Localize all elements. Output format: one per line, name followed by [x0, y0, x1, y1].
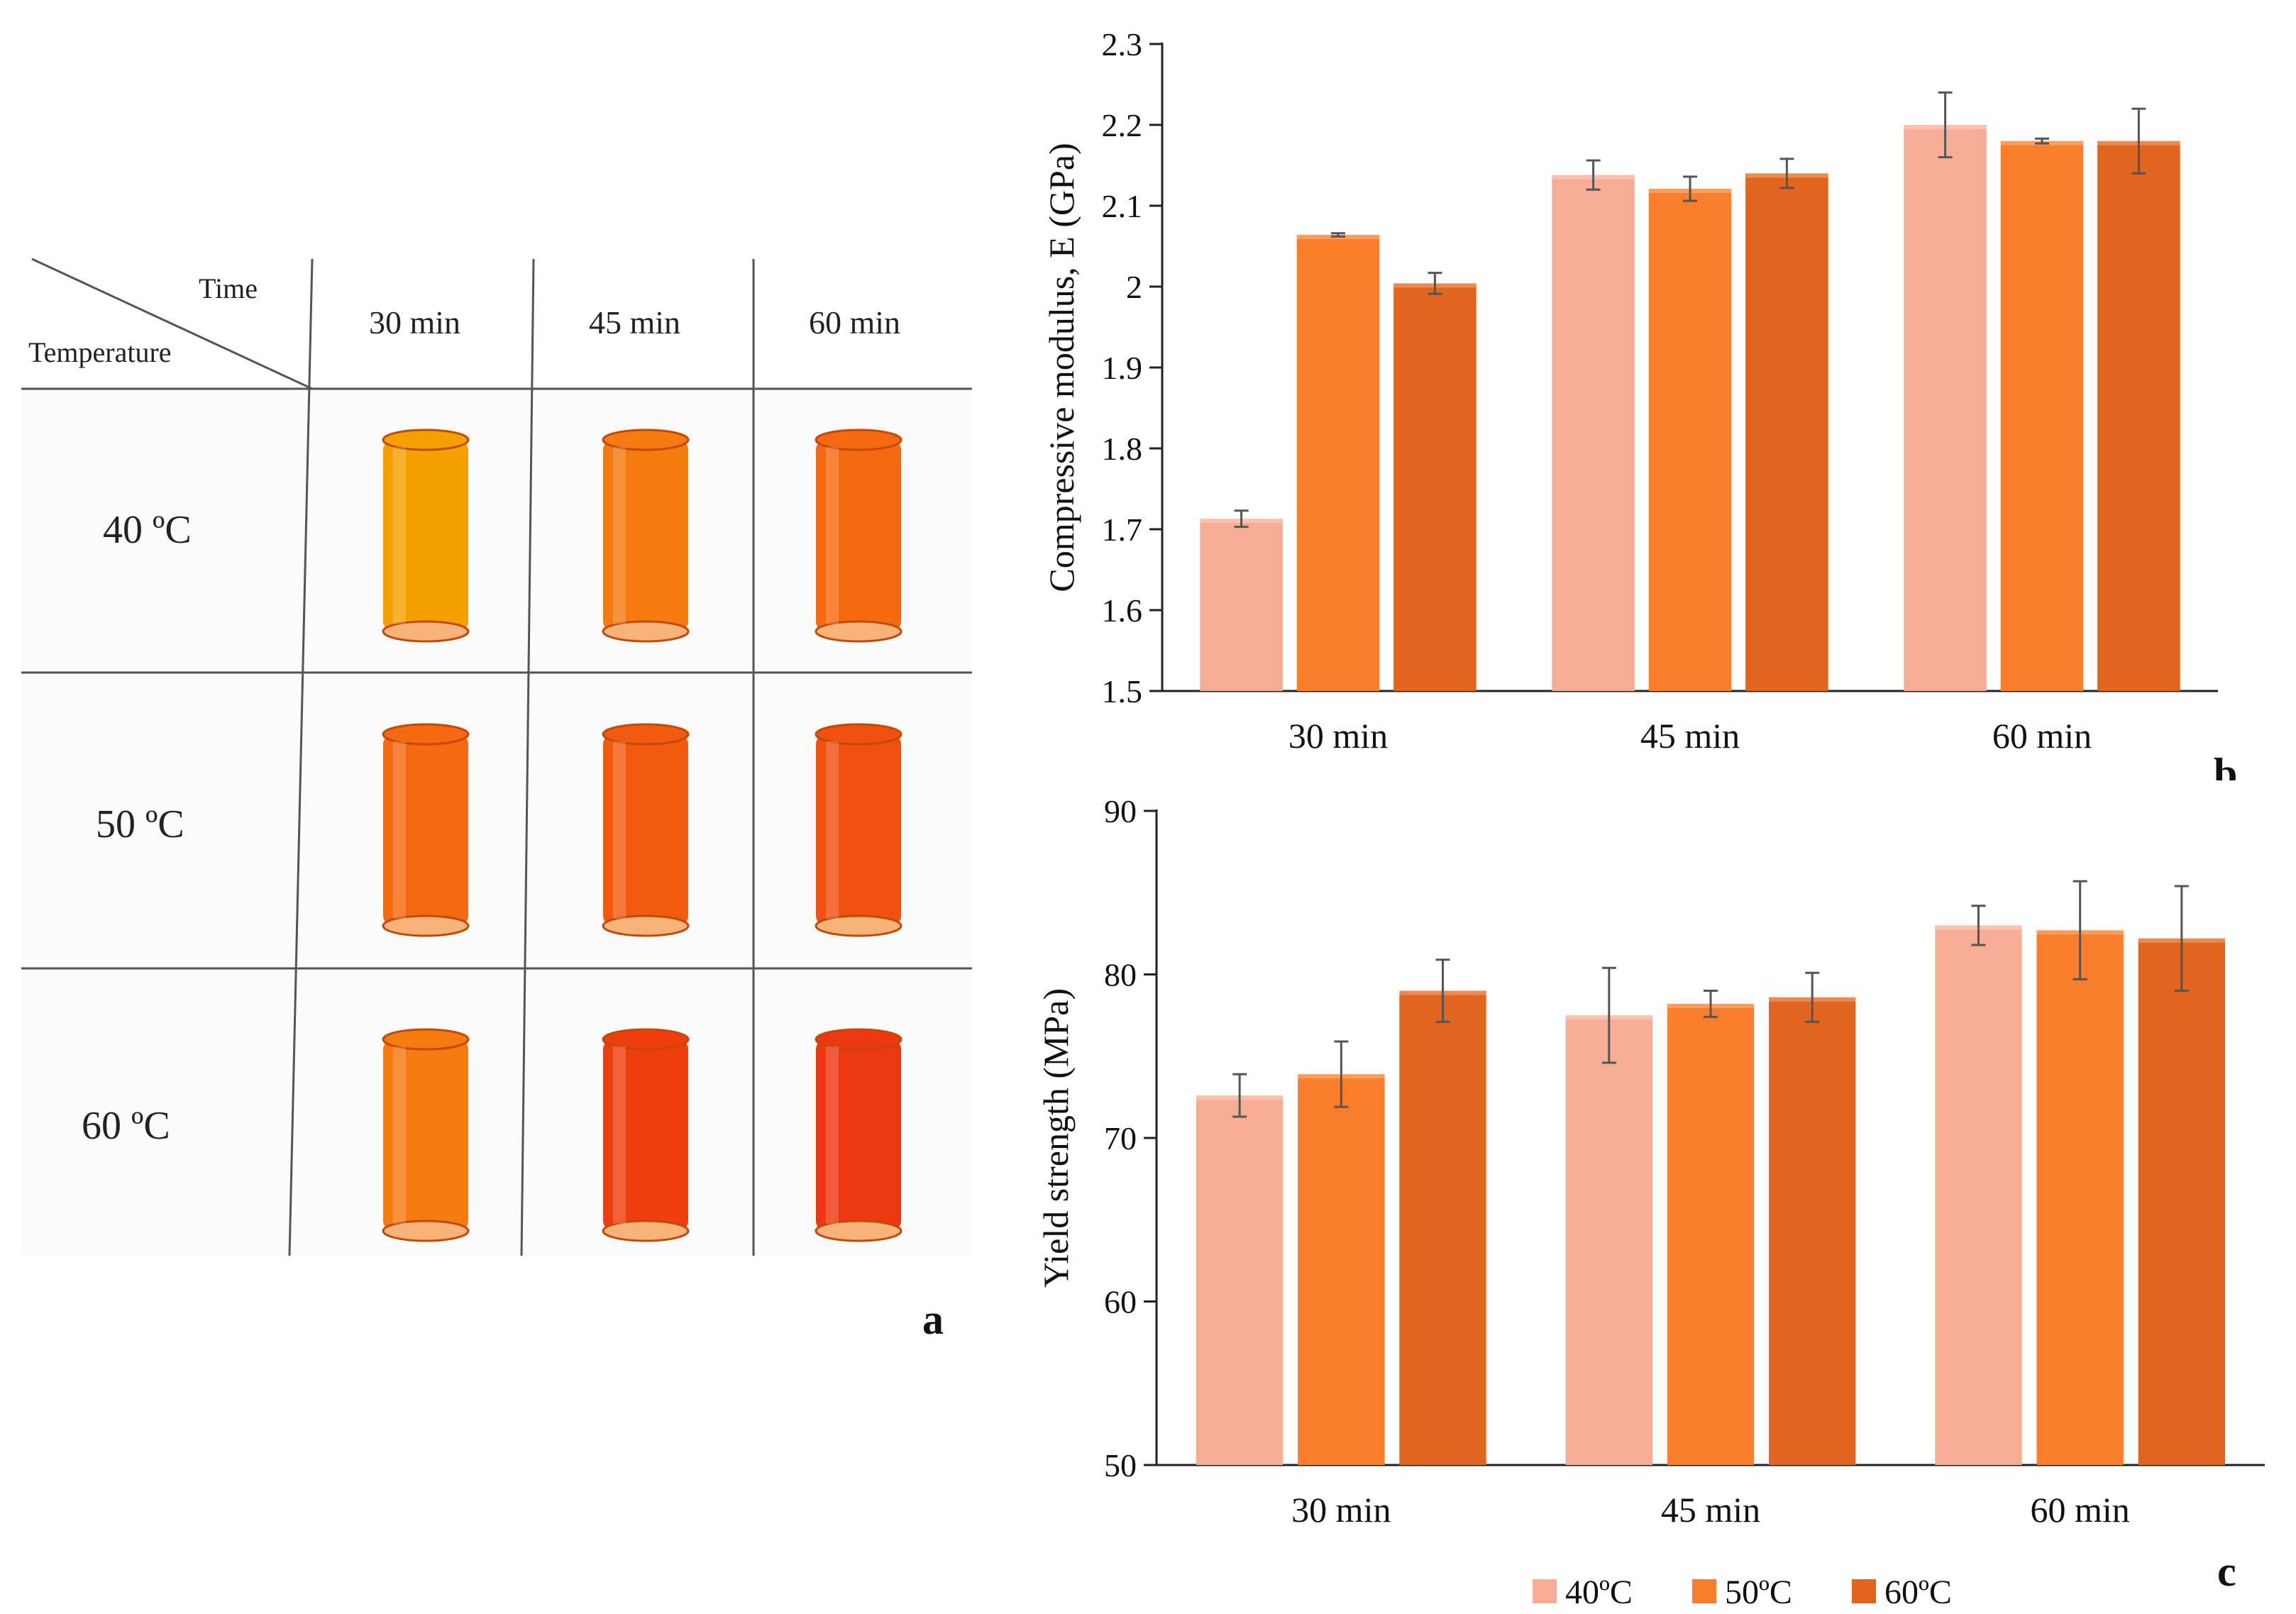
bar	[1298, 1074, 1385, 1465]
y-tick-label: 90	[1104, 793, 1137, 829]
bar	[1200, 519, 1283, 691]
bar	[2036, 930, 2124, 1465]
sample-cylinder	[815, 723, 903, 937]
bar	[2138, 938, 2226, 1465]
y-axis-label: Compressive modulus, E (GPa)	[1042, 143, 1081, 592]
sample-cylinders	[382, 429, 903, 1242]
bar	[1745, 173, 1828, 691]
y-tick-label: 1.7	[1102, 512, 1143, 548]
panel-letter-b: b	[2214, 750, 2237, 780]
y-tick-label: 80	[1104, 957, 1137, 993]
legend-swatch	[1533, 1579, 1557, 1603]
row-40c: 40 ºC	[103, 508, 192, 552]
bar	[1935, 925, 2022, 1465]
header-temperature: Temperature	[28, 336, 172, 368]
sample-cylinder	[602, 429, 690, 643]
table-diagonal-rule	[31, 258, 313, 390]
legend-label: 40ºC	[1565, 1574, 1633, 1611]
category-labels: 30 min 45 min 60 min	[1288, 716, 2092, 756]
table-background	[21, 390, 972, 1256]
sample-cylinder	[602, 1028, 690, 1242]
y-tick-label: 2.1	[1102, 188, 1143, 224]
bar	[1904, 125, 1987, 691]
sample-cylinder	[382, 1028, 470, 1242]
y-tick-label: 2	[1126, 269, 1142, 305]
category-label: 30 min	[1288, 716, 1388, 756]
bar	[2097, 140, 2180, 692]
category-label: 60 min	[1992, 716, 2092, 756]
header-time: Time	[199, 272, 258, 304]
column-60min: 60 min	[809, 304, 900, 341]
legend: 40ºC 50ºC 60ºC	[1533, 1574, 1952, 1611]
category-label: 30 min	[1291, 1490, 1391, 1530]
bar	[1393, 283, 1477, 691]
row-50c: 50 ºC	[96, 802, 184, 846]
bar	[1196, 1095, 1284, 1465]
y-tick-label: 1.9	[1102, 350, 1143, 386]
yield-strength-chart: Yield strength (MPa) 50 60 70 80 90 30 min 45…	[1036, 793, 2265, 1611]
legend-label: 60ºC	[1884, 1574, 1952, 1611]
bar	[1552, 175, 1635, 691]
panel-letter-c: c	[2217, 1548, 2236, 1595]
y-tick-label: 60	[1104, 1284, 1137, 1320]
bar-marks	[1200, 91, 2180, 692]
bar	[1769, 997, 1856, 1465]
y-tick-label: 2.2	[1102, 107, 1143, 143]
y-axis-label: Yield strength (MPa)	[1036, 988, 1076, 1288]
bar	[2000, 140, 2084, 692]
y-tick-label: 1.5	[1102, 673, 1143, 709]
y-tick-label: 1.6	[1102, 592, 1143, 629]
panel-letter-a: a	[922, 1296, 944, 1343]
bar	[1667, 1003, 1755, 1465]
y-tick-label: 70	[1104, 1120, 1137, 1156]
bar	[1648, 189, 1732, 691]
sample-cylinder	[815, 429, 903, 643]
category-label: 60 min	[2031, 1490, 2130, 1530]
bar	[1399, 990, 1486, 1465]
column-30min: 30 min	[369, 304, 460, 341]
category-labels: 30 min 45 min 60 min	[1291, 1490, 2130, 1530]
sample-photo-table: Time Temperature 30 min 45 min 60 min 40…	[21, 258, 972, 1343]
y-tick-label: 50	[1104, 1447, 1137, 1483]
y-tick-label: 2.3	[1102, 26, 1143, 62]
table-col-rule-1	[288, 258, 314, 1256]
sample-cylinder	[382, 429, 470, 643]
category-label: 45 min	[1661, 1490, 1760, 1530]
compressive-modulus-chart: Compressive modulus, E (GPa) 1.5 1.6 1.7 1.…	[1042, 26, 2237, 780]
sample-cylinder	[602, 723, 690, 937]
column-45min: 45 min	[589, 304, 680, 341]
row-60c: 60 ºC	[82, 1104, 170, 1148]
bar	[1565, 1015, 1652, 1465]
sample-cylinder	[382, 723, 470, 937]
bar-marks	[1196, 880, 2226, 1465]
legend-swatch	[1692, 1579, 1716, 1603]
sample-cylinder	[815, 1028, 903, 1242]
table-col-rule-2	[520, 258, 535, 1256]
bar	[1296, 235, 1380, 691]
y-tick-label: 1.8	[1102, 431, 1143, 467]
category-label: 45 min	[1640, 716, 1740, 756]
legend-label: 50ºC	[1725, 1574, 1792, 1611]
legend-swatch	[1852, 1579, 1876, 1603]
